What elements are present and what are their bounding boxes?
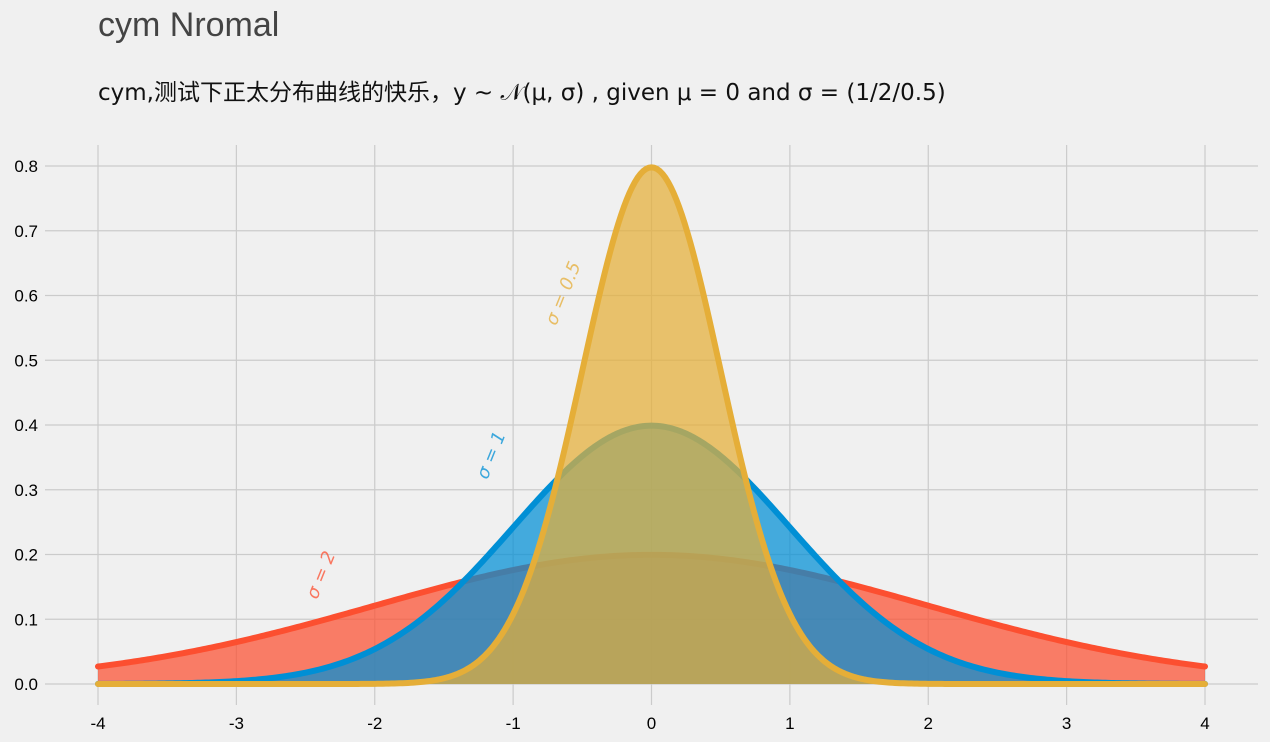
curve-label: σ = 2	[302, 548, 340, 602]
x-tick-label: 4	[1200, 714, 1209, 733]
chart-title: cym Nromal	[98, 6, 279, 44]
x-tick-label: -1	[506, 714, 521, 733]
y-tick-label: 0.8	[14, 157, 38, 176]
y-tick-label: 0.5	[14, 351, 38, 370]
series-0.5	[95, 164, 1208, 687]
y-tick-label: 0.4	[14, 416, 38, 435]
series-line	[95, 164, 1208, 687]
y-axis-ticks: 0.0 0.1 0.2 0.3 0.4 0.5 0.6 0.7 0.8	[14, 157, 38, 694]
x-tick-label: 0	[647, 714, 656, 733]
series-area	[98, 167, 1205, 684]
x-axis-ticks: -4 -3 -2 -1 0 1 2 3 4	[90, 714, 1209, 733]
curve-label: σ = 0.5	[541, 259, 585, 329]
series-layer	[95, 164, 1208, 687]
curve-label: σ = 1	[472, 428, 510, 482]
y-tick-label: 0.0	[14, 675, 38, 694]
x-tick-label: 2	[924, 714, 933, 733]
x-tick-label: -4	[90, 714, 105, 733]
y-tick-label: 0.6	[14, 287, 38, 306]
x-tick-label: -2	[367, 714, 382, 733]
y-tick-label: 0.2	[14, 546, 38, 565]
x-tick-label: 1	[785, 714, 794, 733]
chart-subtitle: cym,测试下正太分布曲线的快乐，y ~ 𝒩(μ, σ) , given μ =…	[98, 80, 946, 106]
y-tick-label: 0.7	[14, 222, 38, 241]
y-tick-label: 0.3	[14, 481, 38, 500]
x-tick-label: -3	[229, 714, 244, 733]
y-tick-label: 0.1	[14, 610, 38, 629]
x-tick-label: 3	[1062, 714, 1071, 733]
